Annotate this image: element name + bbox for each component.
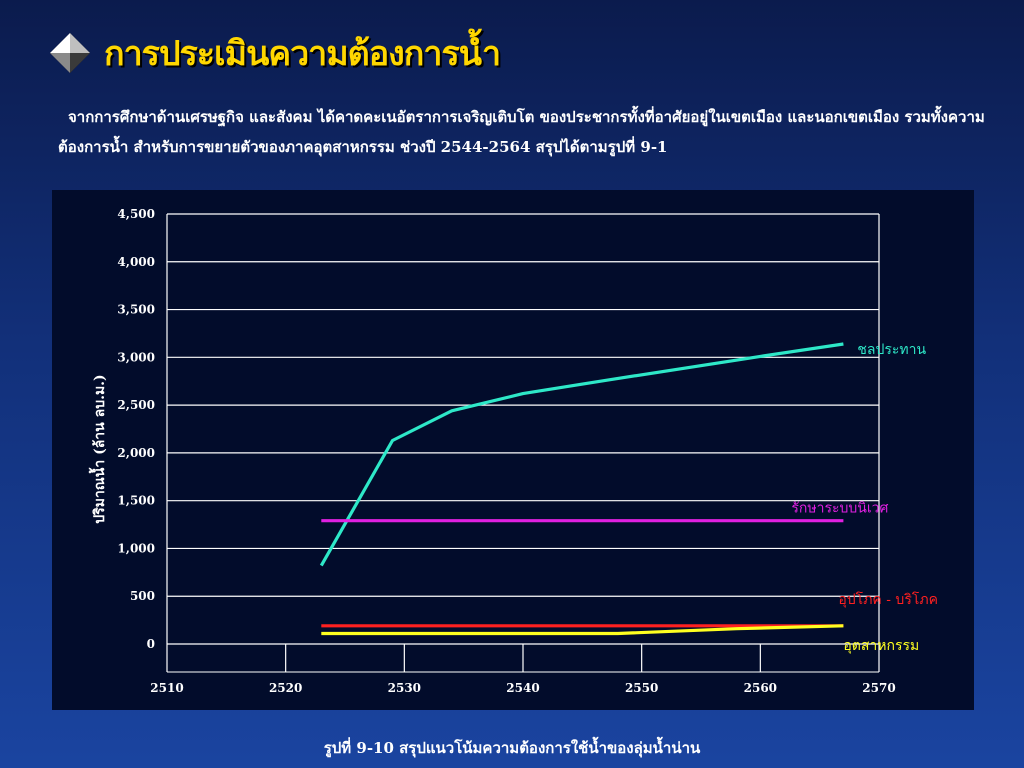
y-tick-label: 3,000	[117, 350, 155, 364]
series-label: อุปโภค - บริโภค	[838, 591, 938, 608]
y-tick-label: 1,500	[117, 494, 155, 508]
series-label: รักษาระบบนิเวศ	[791, 501, 888, 517]
series-line-1	[319, 342, 844, 567]
y-tick-label: 0	[147, 637, 155, 651]
x-tick-label: 2520	[269, 681, 302, 695]
x-tick-label: 2540	[506, 681, 539, 695]
y-tick-label: 2,500	[117, 398, 155, 412]
slide-header: การประเมินความต้องการน้ำ	[48, 26, 501, 80]
chart-panel: 0 500 1,000 1,500 2,000 2,500 3,000 3,500 4,000 4…	[52, 190, 974, 710]
y-tick-label: 500	[130, 589, 155, 603]
y-tick-label: 3,500	[117, 303, 155, 317]
series-label: อุตสาหกรรม	[843, 638, 919, 654]
x-tick-label: 2510	[150, 681, 183, 695]
x-tick-label: 2560	[744, 681, 777, 695]
figure-caption: รูปที่ 9-10 สรุปแนวโน้มความต้องการใช้น้ำ…	[323, 739, 701, 757]
intro-paragraph: จากการศึกษาด้านเศรษฐกิจ และสังคม ได้คาดค…	[58, 108, 985, 156]
water-demand-chart: 0 500 1,000 1,500 2,000 2,500 3,000 3,500 4,000 4…	[88, 207, 938, 695]
y-tick-label: 4,000	[117, 255, 155, 269]
series-line-4	[321, 624, 844, 636]
page-title: การประเมินความต้องการน้ำ	[104, 34, 501, 74]
x-tick-label: 2570	[862, 681, 895, 695]
series-label: ชลประทาน	[857, 342, 926, 358]
y-axis-label: ปริมาณน้ำ (ล้าน ลบ.ม.)	[88, 374, 108, 523]
y-tick-label: 2,000	[117, 446, 155, 460]
y-tick-label: 4,500	[117, 207, 155, 221]
y-tick-label: 1,000	[117, 541, 155, 555]
x-tick-label: 2530	[388, 681, 421, 695]
diamond-bullet-icon	[48, 31, 92, 75]
x-tick-label: 2550	[625, 681, 658, 695]
